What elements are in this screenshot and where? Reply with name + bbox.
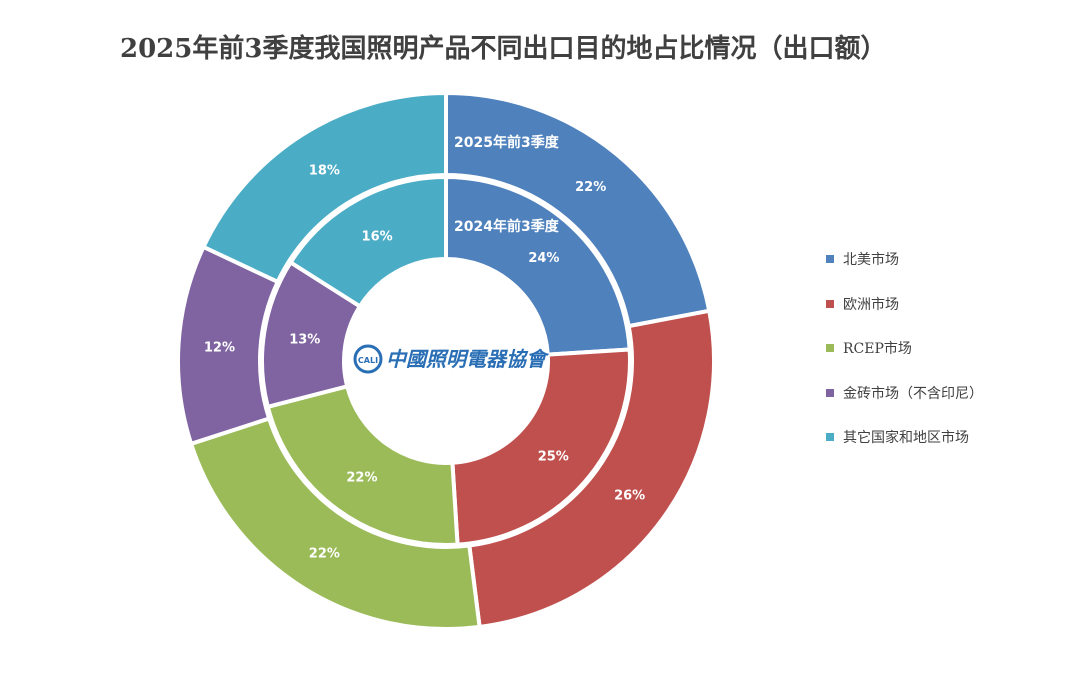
association-logo: CALI 中國照明電器協會 <box>353 344 550 374</box>
ring-labels: 2025年前3季度 2024年前3季度 <box>454 134 560 235</box>
slice-inner-2 <box>265 383 460 547</box>
legend-swatch <box>826 344 834 353</box>
slice-label-inner-4: 16% <box>362 230 393 245</box>
slice-label-outer-3: 12% <box>204 341 235 356</box>
slice-label-inner-1: 25% <box>538 450 569 465</box>
legend-swatch <box>826 388 834 397</box>
legend-label: 金砖市场（不含印尼） <box>843 385 983 402</box>
legend-item: 欧洲市场 <box>826 293 983 315</box>
legend-label: 北美市场 <box>843 252 899 268</box>
slice-inner-0 <box>444 174 632 357</box>
slice-label-inner-2: 22% <box>346 471 377 486</box>
chart-legend: 北美市场欧洲市场 RCEP市场金砖市场（不含印尼） 其它国家和地区市场 <box>826 248 983 471</box>
slice-labels: 22% 26% 22% 12% 18% 24% 25% 22% 13% 16% <box>204 163 645 561</box>
ring-label-outer: 2025年前3季度 <box>454 134 560 151</box>
slice-label-outer-1: 26% <box>614 488 645 503</box>
legend-item: 北美市场 <box>826 248 983 270</box>
logo-text: 中國照明電器協會 <box>386 347 550 371</box>
logo-mark-icon <box>353 344 383 374</box>
slice-label-outer-2: 22% <box>309 547 340 562</box>
slice-inner-4 <box>287 174 448 310</box>
chart-title: 2025年前3季度我国照明产品不同出口目的地占比情况（出口额） <box>120 34 887 64</box>
legend-swatch <box>826 255 834 263</box>
slice-label-inner-0: 24% <box>528 251 559 266</box>
slice-label-outer-0: 22% <box>575 180 606 195</box>
legend-label: 其它国家和地区市场 <box>843 430 969 447</box>
inner-ring-2024 <box>260 174 632 547</box>
logo-mark-text: CALI <box>358 356 378 365</box>
slice-inner-1 <box>450 347 632 547</box>
ring-label-inner: 2024年前3季度 <box>454 218 560 235</box>
slice-label-outer-4: 18% <box>309 163 340 178</box>
legend-item: 金砖市场（不含印尼） <box>826 382 983 404</box>
legend-swatch <box>826 433 834 442</box>
legend-item: 其它国家和地区市场 <box>826 426 983 448</box>
slice-label-inner-3: 13% <box>289 333 320 348</box>
legend-item: RCEP市场 <box>826 337 983 359</box>
legend-swatch <box>826 299 834 308</box>
legend-label: 欧洲市场 <box>843 296 899 313</box>
legend-label: RCEP市场 <box>843 341 912 358</box>
